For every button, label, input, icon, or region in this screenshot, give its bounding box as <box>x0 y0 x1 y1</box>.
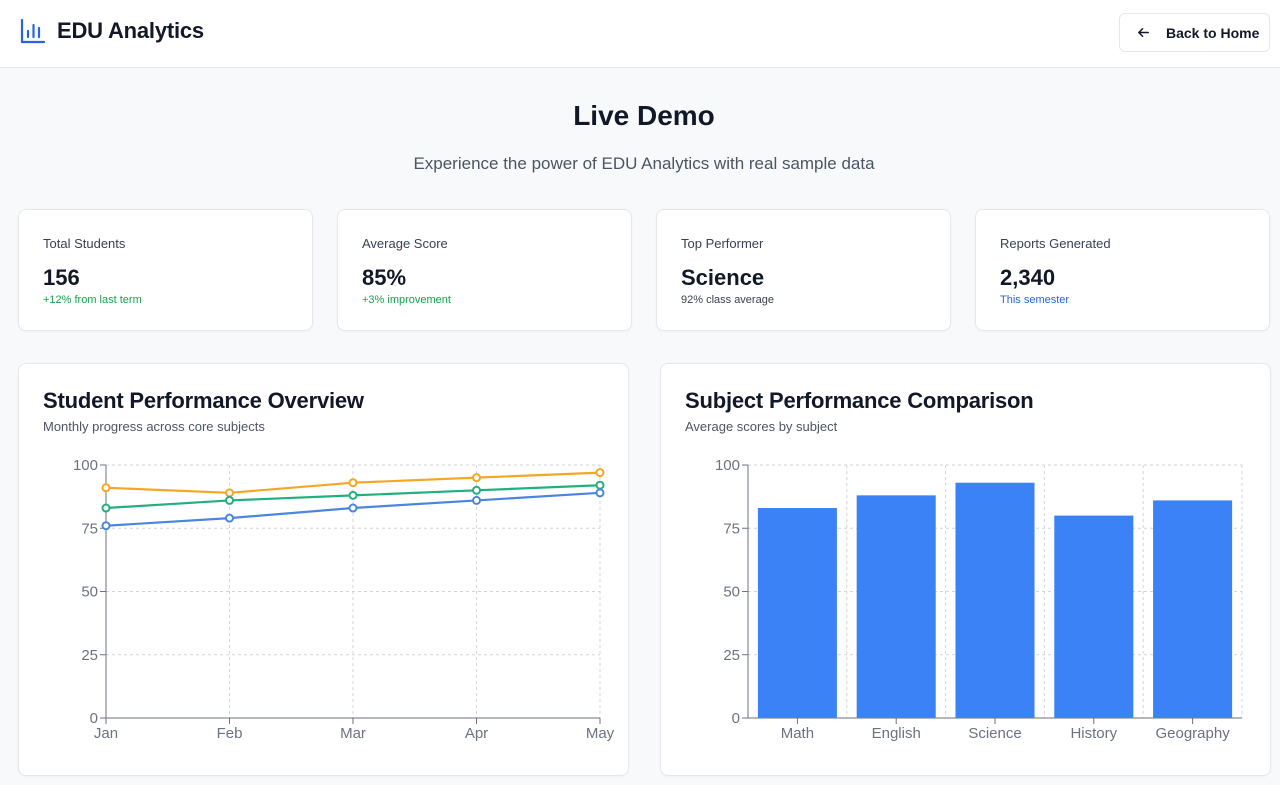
stat-note: 92% class average <box>681 294 774 306</box>
brand[interactable]: EDU Analytics <box>20 18 204 44</box>
stat-card-reports-generated: Reports Generated 2,340 This semester <box>975 209 1270 331</box>
bar <box>1054 515 1134 718</box>
data-point <box>225 495 234 505</box>
stat-label: Top Performer <box>681 236 764 251</box>
stat-label: Reports Generated <box>1000 236 1111 251</box>
data-point <box>348 478 358 488</box>
stat-note: +3% improvement <box>362 294 451 306</box>
bar-chart-card: 0 25 50 75 100 Math English Science History Geogr… <box>660 363 1271 776</box>
bar-chart-title: Subject Performance Comparison <box>685 388 1034 413</box>
stat-value: 156 <box>43 265 80 290</box>
back-to-home-button[interactable]: Back to Home <box>1119 13 1270 52</box>
bar <box>856 495 936 718</box>
x-tick-label: Math <box>781 725 814 742</box>
stat-value: 85% <box>362 265 407 290</box>
y-tick-label: 25 <box>723 647 740 664</box>
x-tick-label: Jan <box>94 725 118 742</box>
data-point <box>472 495 481 505</box>
line-chart-subtitle: Monthly progress across core subjects <box>43 419 265 434</box>
top-bar: EDU Analytics Back to Home <box>0 0 1280 68</box>
bar <box>955 482 1035 718</box>
x-tick-label: Feb <box>217 725 243 742</box>
x-tick-label: May <box>586 725 615 742</box>
page-title: Live Demo <box>573 100 715 131</box>
data-point <box>348 503 358 513</box>
stat-card-average-score: Average Score 85% +3% improvement <box>337 209 632 331</box>
arrow-left-icon <box>1138 28 1149 37</box>
data-point <box>101 503 111 513</box>
bar <box>1153 500 1233 718</box>
bar-chart-subtitle: Average scores by subject <box>685 419 838 434</box>
y-tick-label: 25 <box>81 647 98 664</box>
x-tick-label: Geography <box>1155 725 1230 742</box>
data-point <box>595 468 605 478</box>
stat-value: 2,340 <box>1000 265 1056 290</box>
stat-label: Total Students <box>43 236 126 251</box>
brand-name: EDU Analytics <box>57 18 204 43</box>
stat-card-top-performer: Top Performer Science 92% class average <box>656 209 951 331</box>
y-tick-label: 100 <box>715 457 740 474</box>
stat-note: +12% from last term <box>43 294 142 306</box>
data-point <box>472 485 481 495</box>
page-subtitle: Experience the power of EDU Analytics wi… <box>413 154 875 173</box>
y-tick-label: 50 <box>81 584 98 601</box>
data-point <box>348 490 358 500</box>
line-chart-title: Student Performance Overview <box>43 388 364 413</box>
data-point <box>595 488 605 498</box>
y-tick-label: 75 <box>81 520 98 537</box>
data-point <box>101 521 111 531</box>
data-point <box>472 473 481 483</box>
line-chart: 0 25 50 75 100 Jan Feb Mar Apr May <box>73 457 615 742</box>
bar <box>757 508 837 718</box>
x-tick-label: Mar <box>340 725 366 742</box>
stat-card-total-students: Total Students 156 +12% from last term <box>18 209 313 331</box>
y-tick-label: 100 <box>73 457 98 474</box>
x-tick-label: History <box>1070 725 1117 742</box>
line-chart-card: 0 25 50 75 100 Jan Feb Mar Apr May Student Perfor… <box>18 363 629 776</box>
bar-chart: 0 25 50 75 100 Math English Science History Geogr… <box>715 457 1243 742</box>
x-tick-label: Science <box>968 725 1021 742</box>
back-button-label: Back to Home <box>1166 24 1260 41</box>
x-tick-label: English <box>872 725 921 742</box>
y-tick-label: 75 <box>723 520 740 537</box>
data-point <box>225 513 234 523</box>
y-tick-label: 0 <box>90 710 98 727</box>
y-tick-label: 0 <box>732 710 740 727</box>
stat-label: Average Score <box>362 236 448 251</box>
data-point <box>595 480 605 490</box>
stat-value: Science <box>681 265 765 290</box>
y-tick-label: 50 <box>723 584 740 601</box>
data-point <box>101 483 111 493</box>
stat-note: This semester <box>1000 294 1070 306</box>
x-tick-label: Apr <box>465 725 488 742</box>
bar-chart-icon <box>20 18 46 44</box>
data-point <box>225 488 234 498</box>
